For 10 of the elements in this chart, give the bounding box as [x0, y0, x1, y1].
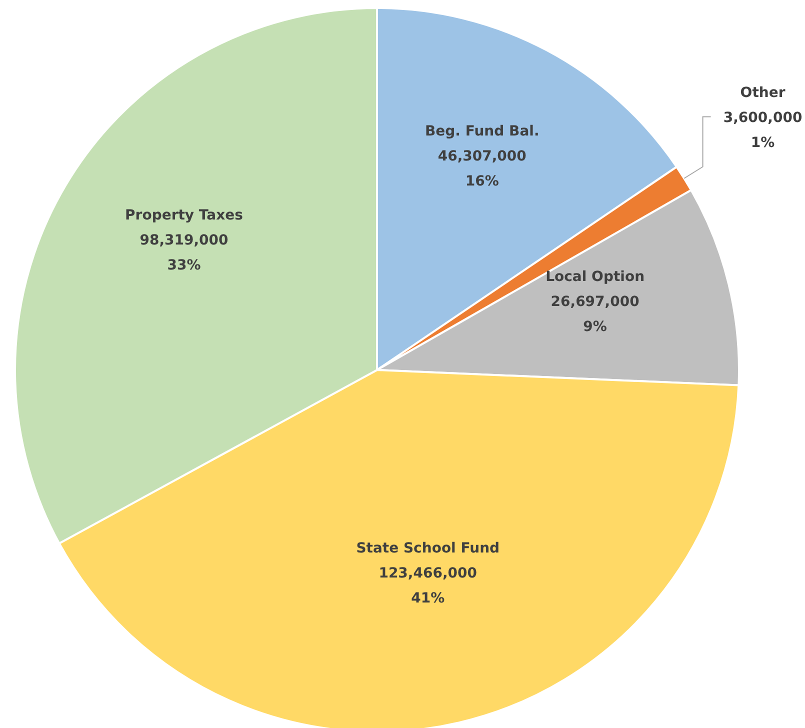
data-label: 46,307,000 16%	[438, 148, 527, 190]
slice-label: Other	[740, 84, 786, 101]
slice-label: State School Fund	[356, 540, 500, 557]
data-label: 98,319,000 33%	[140, 232, 229, 274]
data-label: 3,600,000 1%	[723, 110, 802, 151]
slice-label: Property Taxes	[125, 207, 243, 224]
data-label: 123,466,000 41%	[378, 566, 478, 607]
slice-label: Beg. Fund Bal.	[424, 124, 540, 140]
data-label: 26,697,000 9%	[550, 294, 640, 335]
slice-label: Local Option	[546, 268, 645, 285]
